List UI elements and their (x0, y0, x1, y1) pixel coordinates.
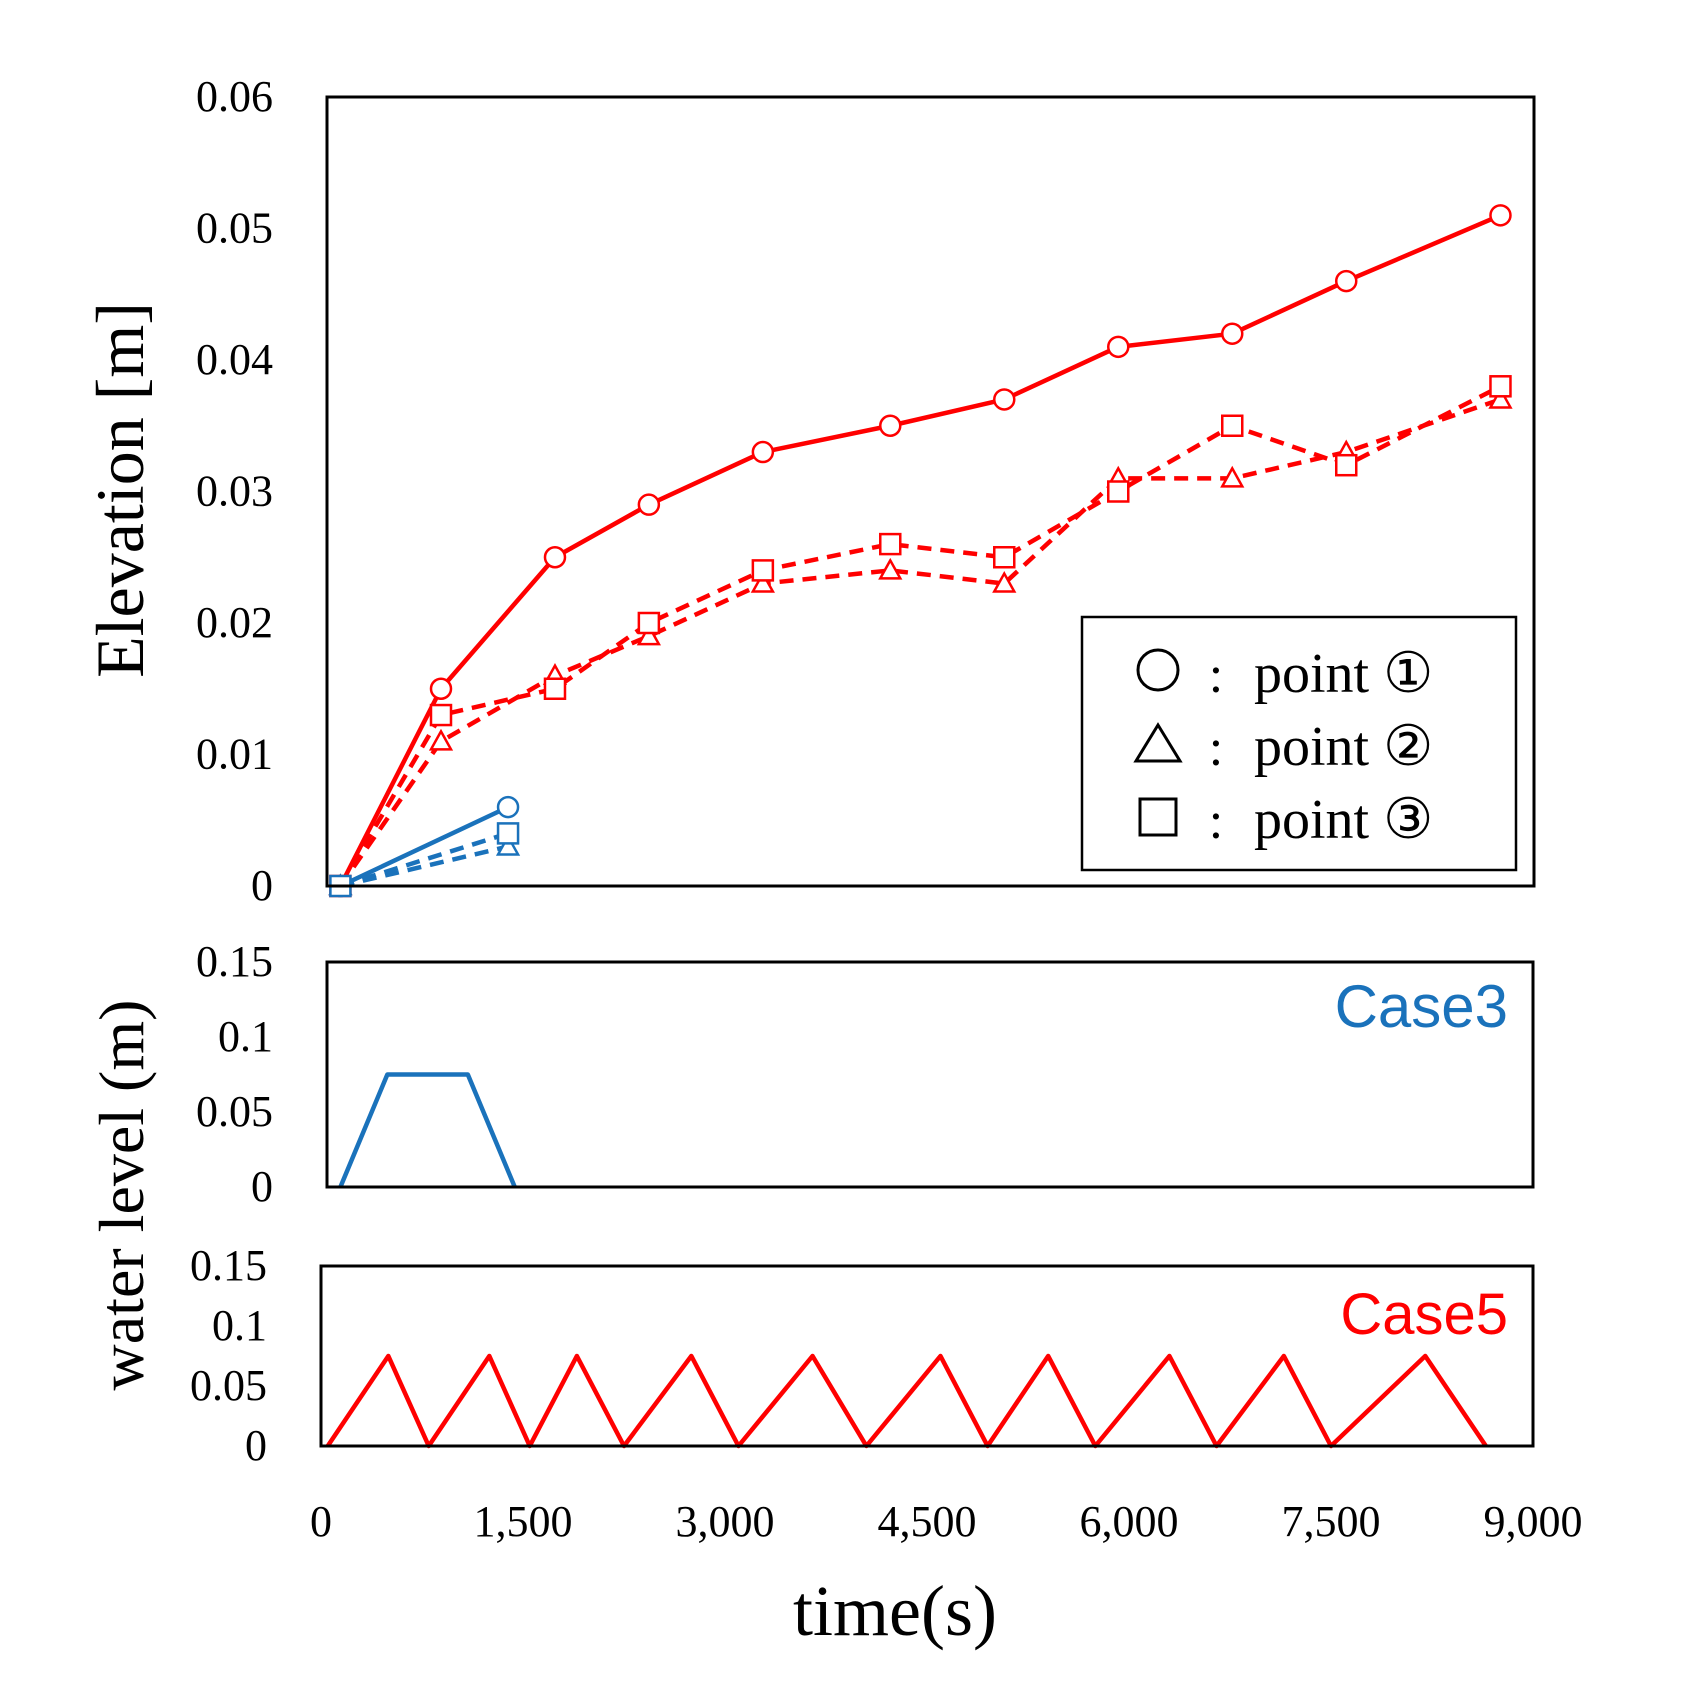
legend-separator: : (1209, 647, 1223, 704)
circle-marker (543, 546, 567, 569)
case5-water-level-ytick-label: 0.15 (190, 1241, 267, 1290)
case5-water-level-ytick-label: 0.1 (212, 1301, 267, 1350)
xtick-label: 0 (310, 1497, 332, 1546)
triangle-marker (1488, 386, 1513, 409)
square-marker (993, 546, 1016, 569)
series-line (338, 1072, 517, 1188)
case3-water-level-ytick-label: 0.05 (196, 1087, 273, 1136)
triangle-marker (878, 557, 903, 580)
series-line (338, 384, 1502, 888)
square-marker (429, 703, 453, 727)
legend: : point ① : point ② : point ③ (1080, 615, 1518, 872)
circle-marker (496, 795, 520, 819)
x-axis-label: time(s) (793, 1571, 997, 1651)
elevation-y-axis-label: Elevation [m] (82, 302, 158, 678)
square-marker (879, 532, 902, 556)
case5-annotation: Case5 (1340, 1282, 1508, 1347)
square-marker (1489, 375, 1512, 398)
xtick-label: 3,000 (676, 1497, 775, 1546)
elevation-chart: 00.010.020.030.040.050.06 Elevation [m] … (82, 72, 1536, 910)
triangle-marker (428, 728, 454, 751)
xtick-label: 7,500 (1282, 1497, 1381, 1546)
legend-circle-icon (1136, 648, 1180, 692)
case5-water-level-chart: 0 0.05 0.1 0.15 0 1,500 3,000 4,500 6,000 7,500 9… (190, 1241, 1583, 1651)
circle-marker (879, 414, 902, 437)
circle-marker (1334, 269, 1358, 293)
circle-marker (993, 388, 1016, 411)
triangle-marker (750, 570, 775, 593)
legend-triangle-icon (1133, 722, 1183, 763)
circle-marker (637, 493, 661, 516)
square-marker (1107, 480, 1130, 503)
case3-water-level-ytick-label: 0.15 (196, 937, 273, 986)
triangle-marker (495, 833, 521, 856)
legend-label-point-2: point ② (1254, 716, 1433, 778)
case5-water-level-ytick-label: 0 (245, 1421, 267, 1470)
legend-square-icon (1138, 797, 1178, 837)
xtick-label: 1,500 (474, 1497, 573, 1546)
elevation-chart-ytick-label: 0 (251, 861, 273, 910)
series-line (339, 831, 509, 889)
legend-label-point-3: point ③ (1254, 789, 1433, 851)
legend-box (1080, 615, 1518, 872)
case3-annotation: Case3 (1335, 973, 1508, 1040)
case3-water-level-ytick-label: 0 (251, 1162, 273, 1211)
circle-marker (1107, 335, 1130, 359)
legend-entry-point-3: : point ③ (1138, 789, 1433, 851)
triangle-marker (1220, 465, 1245, 488)
square-marker (496, 822, 520, 845)
series-line (339, 805, 510, 889)
square-marker (543, 677, 567, 700)
xtick-label: 9,000 (1484, 1497, 1583, 1546)
elevation-chart-ytick-label: 0.06 (196, 72, 273, 121)
square-marker (1334, 453, 1358, 477)
elevation-chart-ytick-label: 0.05 (196, 204, 273, 253)
triangle-marker (992, 570, 1017, 593)
case5-plot-frame (319, 1264, 1535, 1448)
legend-entry-point-1: : point ① (1136, 643, 1433, 705)
elevation-chart-ytick-label: 0.02 (196, 598, 273, 647)
case3-water-level-ytick-label: 0.1 (218, 1012, 273, 1061)
case3-water-level-chart: 0 0.05 0.1 0.15 Case3 (196, 937, 1535, 1211)
case5-water-level-ytick-label: 0.05 (190, 1361, 267, 1410)
xtick-label: 4,500 (878, 1497, 977, 1546)
circle-marker (1489, 204, 1512, 227)
circle-marker (429, 677, 453, 700)
elevation-plot-frame (325, 95, 1536, 888)
elevation-chart-ytick-label: 0.04 (196, 335, 273, 384)
square-marker (751, 559, 775, 582)
circle-marker (1221, 322, 1244, 345)
case3-plot-frame (325, 960, 1535, 1189)
legend-entry-point-2: : point ② (1133, 716, 1433, 778)
elevation-chart-ytick-label: 0.01 (196, 730, 273, 779)
square-marker (637, 611, 661, 635)
triangle-marker (636, 623, 661, 646)
circle-marker (751, 440, 775, 464)
legend-label-point-1: point ① (1254, 643, 1433, 705)
xtick-label: 6,000 (1080, 1497, 1179, 1546)
water-level-y-axis-label: water level (m) (86, 1000, 157, 1391)
elevation-chart-ytick-label: 0.03 (196, 467, 273, 516)
square-marker (1221, 414, 1244, 437)
legend-separator: : (1209, 793, 1223, 850)
legend-separator: : (1209, 720, 1223, 777)
